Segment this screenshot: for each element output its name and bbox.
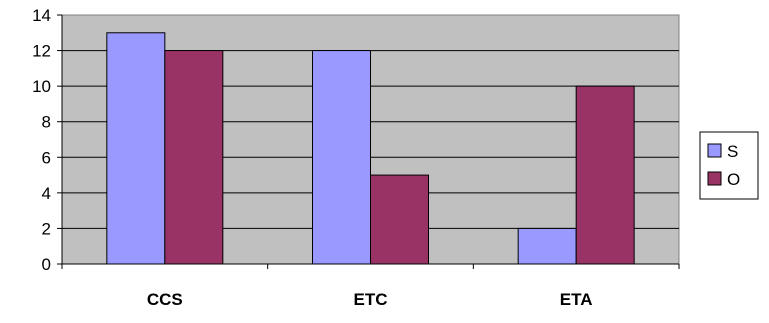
legend-swatch [707,171,722,186]
bar-o-eta [575,85,635,265]
y-tick-label: 0 [42,255,51,274]
y-tick-label: 10 [32,77,51,96]
legend-swatch [707,143,722,158]
bar-s-eta [517,227,577,265]
y-tick-label: 12 [32,42,51,61]
axes [61,15,679,265]
y-tick-label: 4 [42,184,51,203]
y-ticks: 0 2 4 6 8 10 12 14 [32,6,62,274]
legend-label: O [727,170,740,189]
y-tick-label: 2 [42,219,51,238]
x-category-label: ETC [354,290,388,309]
x-category-label: ETA [560,290,593,309]
legend-label: S [727,142,738,161]
bar-s-ccs [106,32,166,265]
y-tick-label: 14 [32,6,51,25]
y-tick-label: 6 [42,148,51,167]
legend-box [699,131,759,200]
x-ticks: CCS ETC ETA [61,264,680,309]
legend: SO [699,131,759,200]
y-tick-label: 8 [42,113,51,132]
bar-s-etc [312,50,371,265]
x-category-label: CCS [147,290,183,309]
bar-o-ccs [164,50,224,265]
bars [106,32,635,265]
bar-o-etc [370,174,429,265]
